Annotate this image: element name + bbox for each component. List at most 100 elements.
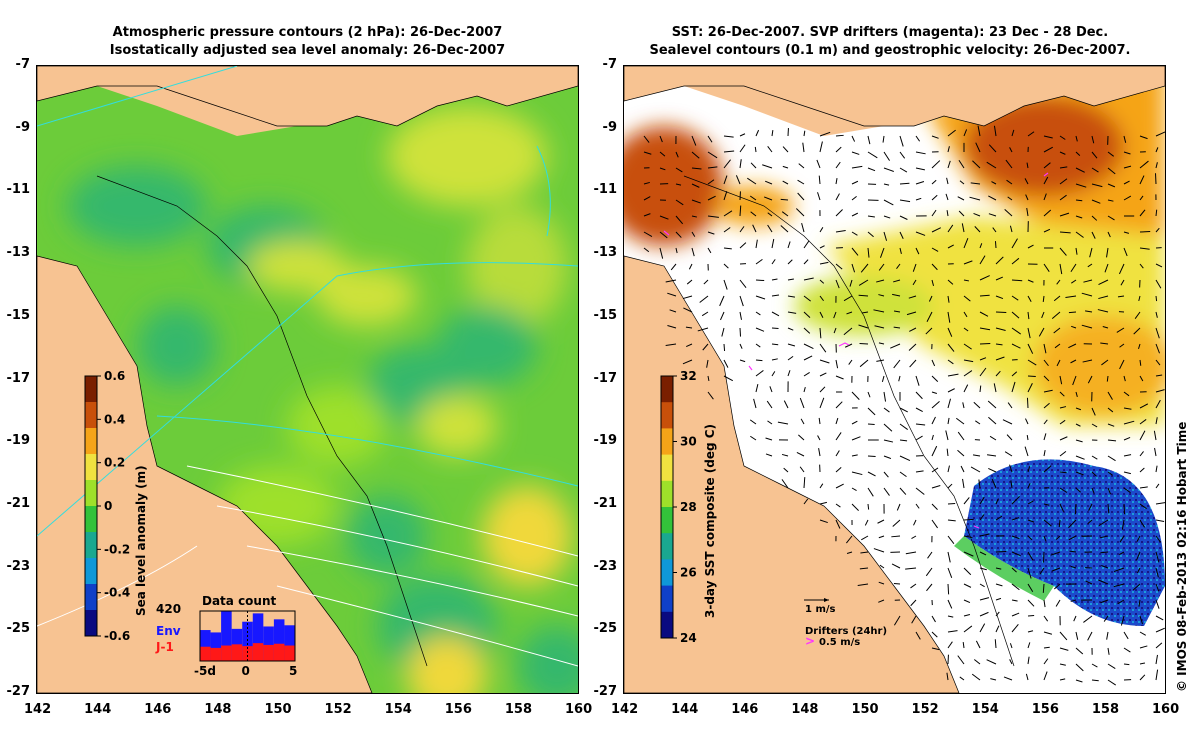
- velocity-arrow: [1155, 389, 1165, 393]
- velocity-arrow: [780, 198, 789, 201]
- colorbar-tick-label: 0.2: [104, 456, 125, 470]
- velocity-arrow: [1107, 167, 1116, 175]
- velocity-arrow: [1070, 565, 1077, 569]
- velocity-arrow: [892, 519, 901, 527]
- x-tick-label: 150: [851, 702, 879, 717]
- velocity-arrow: [816, 159, 821, 169]
- velocity-arrow: [947, 535, 955, 544]
- velocity-arrow: [1100, 551, 1109, 554]
- velocity-arrow: [766, 400, 773, 409]
- velocity-arrow: [675, 151, 679, 158]
- velocity-arrow: [1027, 599, 1035, 607]
- velocity-arrow: [1121, 519, 1125, 530]
- velocity-arrow: [911, 615, 917, 624]
- velocity-arrow: [1098, 279, 1109, 286]
- velocity-arrow: [931, 160, 941, 169]
- velocity-arrow: [1011, 624, 1019, 633]
- x-tick-label: 156: [1031, 702, 1059, 717]
- velocity-arrow: [878, 263, 885, 271]
- velocity-arrow: [910, 599, 917, 607]
- x-tick-label: 158: [1091, 702, 1120, 717]
- colorbar-segment: [661, 402, 673, 429]
- velocity-arrow: [1075, 183, 1087, 188]
- velocity-arrow: [851, 247, 859, 256]
- velocity-arrow: [883, 423, 893, 432]
- colorbar-tick-label: 0.6: [104, 369, 125, 383]
- velocity-arrow: [1136, 567, 1141, 574]
- velocity-arrow: [947, 465, 950, 473]
- velocity-arrow: [883, 167, 894, 172]
- velocity-arrow: [963, 359, 974, 363]
- velocity-arrow: [931, 434, 934, 441]
- velocity-arrow: [947, 641, 953, 649]
- velocity-arrow: [723, 359, 729, 368]
- velocity-arrow: [707, 195, 716, 201]
- velocity-arrow: [931, 416, 936, 425]
- velocity-arrow: [915, 151, 926, 155]
- velocity-arrow: [819, 343, 827, 353]
- velocity-arrow: [1068, 311, 1077, 314]
- velocity-arrow: [1107, 231, 1111, 238]
- y-tick-label: -21: [593, 495, 618, 511]
- velocity-arrow: [1038, 327, 1045, 337]
- velocity-arrow: [1136, 551, 1141, 561]
- velocity-arrow: [1138, 343, 1141, 349]
- velocity-arrow: [995, 583, 1003, 587]
- velocity-arrow: [719, 295, 725, 307]
- colorbar-segment: [661, 480, 673, 508]
- velocity-arrow: [947, 327, 953, 337]
- velocity-arrow: [787, 311, 797, 314]
- velocity-arrow: [1106, 375, 1109, 382]
- velocity-arrow: [947, 146, 950, 153]
- velocity-arrow: [1155, 374, 1163, 377]
- right-panel-title: SST: 26-Dec-2007. SVP drifters (magenta)…: [610, 24, 1170, 60]
- velocity-arrow: [946, 210, 949, 217]
- velocity-arrow: [1107, 487, 1112, 495]
- velocity-arrow: [963, 311, 968, 318]
- velocity-arrow: [931, 391, 938, 394]
- velocity-arrow: [771, 327, 779, 330]
- inset-x-tick: -5d: [194, 664, 216, 678]
- y-tick-label: -17: [6, 370, 31, 386]
- velocity-arrow: [891, 535, 901, 538]
- velocity-arrow: [1107, 439, 1117, 442]
- velocity-arrow: [898, 375, 901, 382]
- velocity-arrow: [1006, 434, 1013, 441]
- velocity-arrow: [961, 223, 965, 233]
- velocity-arrow: [691, 215, 698, 218]
- left-colorbar: 0.6 0.4 0.2 0 -0.2 -0.4 -0.6 Sea level anomaly …: [84, 369, 148, 643]
- velocity-arrow: [915, 435, 923, 441]
- velocity-arrow: [753, 398, 757, 409]
- velocity-arrow: [1091, 663, 1098, 668]
- velocity-legend: 1 m/s: [805, 604, 836, 615]
- velocity-arrow: [835, 375, 844, 380]
- velocity-arrow: [899, 487, 907, 495]
- velocity-arrow: [1011, 381, 1016, 393]
- velocity-arrow: [675, 215, 684, 225]
- velocity-arrow: [867, 215, 875, 218]
- velocity-arrow: [963, 279, 970, 282]
- velocity-arrow: [1075, 151, 1081, 157]
- x-tick-label: 144: [671, 702, 699, 717]
- velocity-arrow: [890, 343, 901, 349]
- velocity-arrow: [848, 359, 853, 365]
- velocity-arrow: [906, 311, 917, 316]
- velocity-arrow: [896, 263, 901, 270]
- left-map-svg: 0.6 0.4 0.2 0 -0.2 -0.4 -0.6 Sea level anomaly …: [37, 66, 578, 693]
- colorbar-segment: [661, 454, 673, 482]
- velocity-arrow: [1123, 231, 1130, 234]
- velocity-arrow: [1155, 567, 1159, 578]
- velocity-arrow: [962, 402, 965, 409]
- velocity-arrow: [851, 503, 859, 512]
- velocity-arrow: [835, 450, 840, 457]
- velocity-arrow: [971, 673, 981, 681]
- velocity-arrow: [1091, 679, 1099, 682]
- left-panel-title: Atmospheric pressure contours (2 hPa): 2…: [35, 24, 580, 60]
- velocity-arrow: [767, 212, 773, 217]
- velocity-arrow: [1123, 503, 1126, 515]
- velocity-arrow: [707, 215, 719, 218]
- velocity-arrow: [783, 467, 789, 473]
- velocity-arrow: [1004, 208, 1013, 217]
- velocity-arrow: [1117, 295, 1125, 298]
- velocity-arrow: [707, 135, 713, 143]
